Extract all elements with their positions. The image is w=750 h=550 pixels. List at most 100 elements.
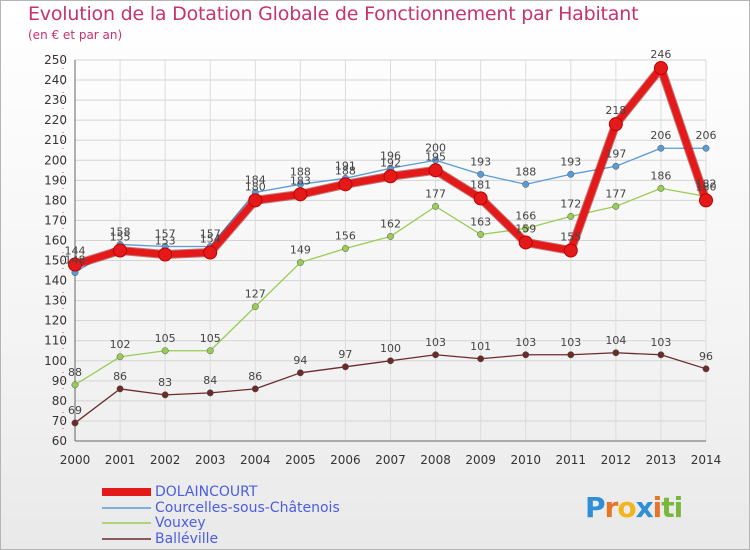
data-label-courcelles-sous-ch-tenois: 157 <box>155 227 176 240</box>
data-label-dolaincourt: 154 <box>200 233 221 246</box>
legend-item-courcelles: Courcelles-sous-Châtenois <box>155 500 340 516</box>
y-tick-label: 130 <box>44 294 67 308</box>
x-tick-label: 2013 <box>646 453 677 467</box>
data-label-courcelles-sous-ch-tenois: 157 <box>200 227 221 240</box>
logo-letter: t <box>661 491 674 524</box>
data-point-ball-ville <box>161 391 169 399</box>
y-tick-label: 180 <box>44 193 67 207</box>
x-tick-label: 2001 <box>105 453 136 467</box>
data-label-courcelles-sous-ch-tenois: 188 <box>290 165 311 178</box>
data-label-vouxey: 149 <box>290 244 311 257</box>
data-point-vouxey <box>341 245 349 252</box>
y-tick-label: 70 <box>52 414 67 428</box>
data-label-dolaincourt: 180 <box>696 180 717 193</box>
series-layer <box>68 61 713 427</box>
y-tick-label: 60 <box>52 434 67 448</box>
logo-letter: P <box>585 491 606 524</box>
y-tick-label: 140 <box>44 274 67 288</box>
logo-letter: o <box>617 491 636 524</box>
data-label-vouxey: 162 <box>380 217 401 230</box>
data-label-vouxey: 156 <box>335 229 356 242</box>
data-label-dolaincourt: 153 <box>155 235 176 248</box>
data-point-courcelles-sous-ch-tenois <box>657 144 665 152</box>
y-tick-label: 250 <box>44 53 67 67</box>
x-tick-label: 2004 <box>240 453 271 467</box>
y-tick-label: 210 <box>44 133 67 147</box>
x-tick-label: 2011 <box>556 453 587 467</box>
y-tick-label: 200 <box>44 153 67 167</box>
data-label-vouxey: 88 <box>68 366 82 379</box>
data-point-vouxey <box>206 347 214 355</box>
data-point-vouxey <box>522 224 530 232</box>
x-tick-label: 2003 <box>195 453 226 467</box>
data-label-dolaincourt: 192 <box>380 156 401 169</box>
data-label-courcelles-sous-ch-tenois: 158 <box>110 225 131 238</box>
data-point-ball-ville <box>206 389 214 397</box>
data-point-dolaincourt <box>699 193 713 208</box>
logo-letter: x <box>635 491 654 524</box>
data-point-ball-ville <box>296 369 304 377</box>
x-tick-label: 2012 <box>601 453 632 467</box>
y-tick-label: 190 <box>44 173 67 187</box>
data-point-vouxey <box>387 233 394 240</box>
y-tick-label: 150 <box>44 254 67 268</box>
data-label-courcelles-sous-ch-tenois: 197 <box>605 147 626 160</box>
data-point-courcelles-sous-ch-tenois <box>477 170 485 178</box>
data-point-courcelles-sous-ch-tenois <box>522 180 530 188</box>
data-label-dolaincourt: 144 <box>65 245 86 258</box>
x-tick-label: 2014 <box>691 453 722 467</box>
data-label-vouxey: 177 <box>425 187 446 200</box>
data-label-courcelles-sous-ch-tenois: 200 <box>425 141 446 154</box>
legend-swatches <box>102 488 151 540</box>
data-point-vouxey <box>657 184 665 192</box>
data-label-courcelles-sous-ch-tenois: 188 <box>515 165 536 178</box>
data-label-dolaincourt: 155 <box>110 231 131 244</box>
data-point-dolaincourt <box>473 191 488 206</box>
data-point-dolaincourt <box>653 61 668 76</box>
data-label-dolaincourt: 246 <box>650 48 671 61</box>
data-point-vouxey <box>477 231 485 238</box>
data-point-vouxey <box>251 303 259 311</box>
data-label-ball-ville: 94 <box>293 354 307 367</box>
data-point-vouxey <box>296 259 304 266</box>
data-point-dolaincourt <box>518 235 533 250</box>
logo-letter: i <box>673 491 684 524</box>
x-tick-label: 2009 <box>465 453 496 467</box>
data-label-dolaincourt: 180 <box>245 180 266 193</box>
data-label-ball-ville: 84 <box>203 374 217 387</box>
logo-letter: r <box>604 491 619 524</box>
data-label-dolaincourt: 159 <box>515 222 536 235</box>
legend-item-balleville: Balléville <box>155 531 219 547</box>
legend-item-dolaincourt: DOLAINCOURT <box>155 484 258 500</box>
data-label-courcelles-sous-ch-tenois: 193 <box>560 155 581 168</box>
x-tick-label: 2000 <box>60 453 91 467</box>
data-point-vouxey <box>161 347 169 355</box>
y-tick-label: 110 <box>44 334 67 348</box>
data-label-vouxey: 127 <box>245 288 266 301</box>
y-tick-label: 120 <box>44 314 67 328</box>
data-point-dolaincourt <box>383 169 398 184</box>
logo-letter: i <box>652 491 663 524</box>
data-label-ball-ville: 103 <box>560 336 581 349</box>
data-label-vouxey: 105 <box>155 332 176 345</box>
data-label-ball-ville: 69 <box>68 404 82 417</box>
data-point-dolaincourt <box>563 243 578 258</box>
y-tick-label: 90 <box>52 374 67 388</box>
data-label-dolaincourt: 188 <box>335 164 356 177</box>
y-tick-label: 230 <box>44 93 67 107</box>
data-point-ball-ville <box>612 349 620 357</box>
data-point-ball-ville <box>567 351 575 359</box>
data-point-ball-ville <box>432 351 440 359</box>
y-tick-label: 170 <box>44 213 67 227</box>
data-label-ball-ville: 103 <box>650 336 671 349</box>
data-point-courcelles-sous-ch-tenois <box>567 170 575 178</box>
data-label-dolaincourt: 195 <box>425 150 446 163</box>
data-label-vouxey: 105 <box>200 332 221 345</box>
x-tick-label: 2008 <box>420 453 451 467</box>
y-tick-label: 160 <box>44 233 67 247</box>
y-tick-label: 80 <box>52 394 67 408</box>
x-tick-label: 2002 <box>150 453 181 467</box>
x-tick-label: 2010 <box>510 453 541 467</box>
data-point-dolaincourt <box>338 177 353 192</box>
